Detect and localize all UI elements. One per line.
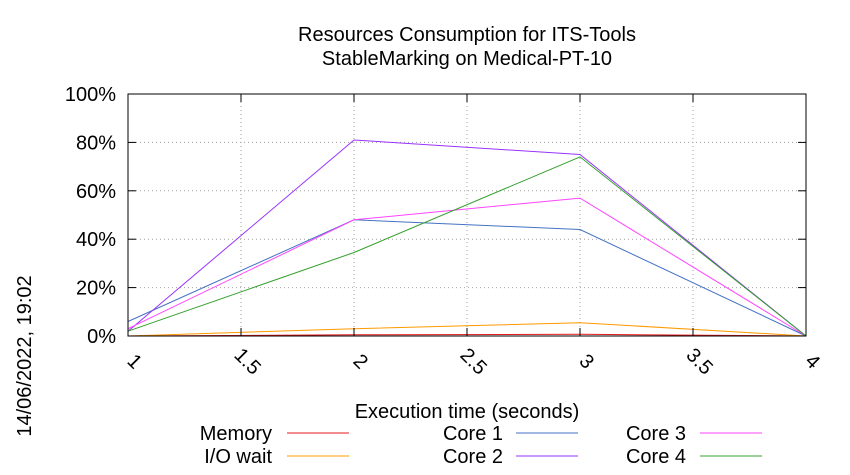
y-tick-label: 100% — [65, 84, 116, 106]
legend-label-core-3: Core 3 — [626, 423, 686, 445]
y-tick-label: 20% — [76, 278, 116, 300]
legend-label-core-4: Core 4 — [626, 446, 686, 468]
x-tick-label: 3 — [575, 350, 598, 373]
legend-label-i-o-wait: I/O wait — [204, 446, 272, 468]
x-axis-label: Execution time (seconds) — [355, 401, 580, 423]
chart-subtitle: StableMarking on Medical-PT-10 — [322, 48, 612, 70]
series-line-core-4 — [127, 156, 807, 337]
timestamp-label: 14/06/2022, 19:02 — [14, 275, 36, 436]
series-line-core-1 — [127, 219, 807, 337]
y-tick-label: 60% — [76, 181, 116, 203]
legend-label-memory: Memory — [200, 423, 272, 445]
y-tick-label: 80% — [76, 132, 116, 154]
x-tick-label: 1.5 — [230, 344, 265, 379]
legend-label-core-2: Core 2 — [443, 446, 503, 468]
series-line-core-2 — [127, 139, 807, 337]
x-tick-label: 3.5 — [682, 344, 717, 379]
x-tick-label: 4 — [801, 350, 824, 373]
legend-label-core-1: Core 1 — [443, 423, 503, 445]
grid — [128, 94, 806, 336]
x-tick-label: 2 — [349, 350, 372, 373]
y-tick-label: 40% — [76, 229, 116, 251]
y-tick-label: 0% — [87, 326, 116, 348]
series-line-core-3 — [127, 197, 807, 337]
x-tick-label: 1 — [123, 350, 146, 373]
chart-title: Resources Consumption for ITS-Tools — [298, 24, 636, 46]
x-tick-label: 2.5 — [456, 344, 491, 379]
